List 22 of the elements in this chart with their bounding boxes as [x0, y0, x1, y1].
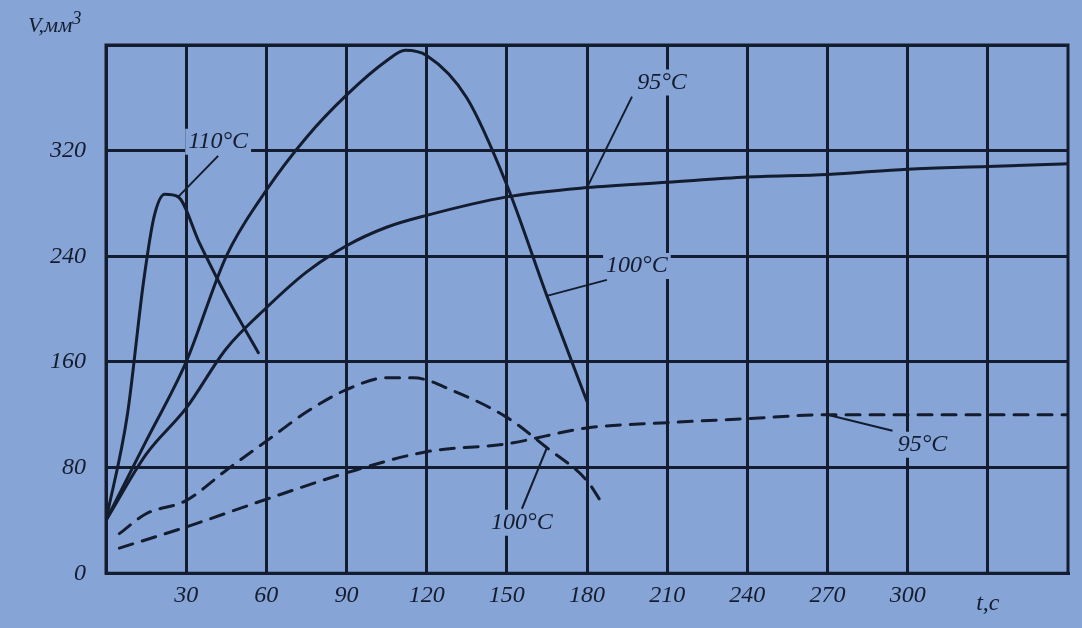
y-axis-title: V,мм$^{3}$	[28, 8, 82, 39]
x-tick-label: 150	[488, 580, 525, 607]
y-tick-label: 320	[49, 135, 86, 162]
x-tick-label: 60	[254, 580, 279, 607]
annotation: 100°C	[491, 508, 554, 535]
x-tick-label: 210	[649, 580, 686, 607]
annotation: 95°C	[637, 67, 688, 94]
annotation: 100°C	[606, 251, 669, 278]
x-tick-label: 240	[729, 580, 766, 607]
x-tick-label: 300	[888, 580, 926, 607]
x-tick-label: 270	[809, 580, 846, 607]
x-tick-label: 90	[334, 580, 359, 607]
y-tick-label: 160	[50, 347, 86, 374]
x-tick-label: 30	[173, 580, 199, 607]
annotation: 95°C	[897, 430, 949, 457]
y-tick-label: 240	[50, 241, 86, 268]
x-tick-label: 180	[569, 580, 605, 607]
y-tick-label: 0	[74, 558, 86, 585]
x-axis-title: t,c	[976, 588, 1000, 615]
annotation: 110°C	[188, 127, 250, 154]
y-tick-label: 80	[62, 452, 86, 479]
x-tick-label: 120	[408, 580, 445, 607]
